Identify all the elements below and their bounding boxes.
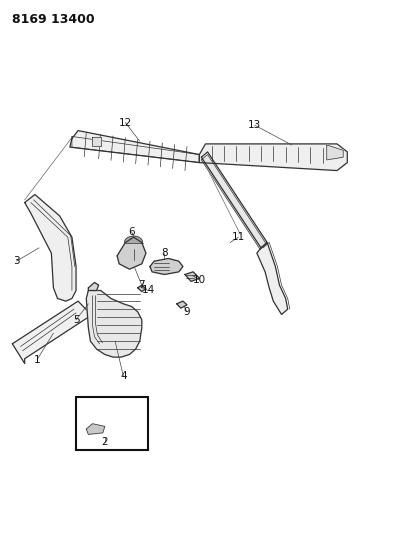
Polygon shape: [201, 152, 267, 248]
Polygon shape: [25, 195, 76, 301]
Polygon shape: [138, 285, 146, 292]
Text: 9: 9: [184, 307, 190, 317]
Polygon shape: [72, 136, 199, 163]
Text: 6: 6: [128, 227, 135, 237]
Text: 10: 10: [193, 275, 206, 285]
Bar: [76, 397, 148, 450]
Polygon shape: [117, 237, 146, 269]
Text: 3: 3: [13, 256, 20, 266]
Polygon shape: [177, 301, 187, 308]
Text: 8169 13400: 8169 13400: [12, 13, 95, 26]
Text: 12: 12: [119, 118, 132, 127]
Polygon shape: [199, 144, 347, 171]
Polygon shape: [201, 155, 266, 249]
Text: 2: 2: [102, 438, 108, 447]
Polygon shape: [125, 236, 143, 243]
Text: 4: 4: [120, 371, 127, 381]
Polygon shape: [88, 282, 99, 290]
Polygon shape: [70, 131, 199, 163]
Polygon shape: [257, 243, 288, 314]
Polygon shape: [185, 272, 199, 281]
Polygon shape: [86, 424, 105, 434]
Text: 14: 14: [141, 286, 155, 295]
Polygon shape: [327, 145, 343, 160]
Polygon shape: [86, 290, 142, 357]
Polygon shape: [92, 137, 101, 146]
Text: 7: 7: [139, 280, 145, 290]
Polygon shape: [12, 301, 88, 364]
Text: 13: 13: [248, 120, 261, 130]
Text: 5: 5: [73, 315, 79, 325]
Text: 11: 11: [232, 232, 245, 242]
Text: 8: 8: [161, 248, 168, 258]
Text: 1: 1: [34, 355, 40, 365]
Polygon shape: [150, 259, 183, 274]
